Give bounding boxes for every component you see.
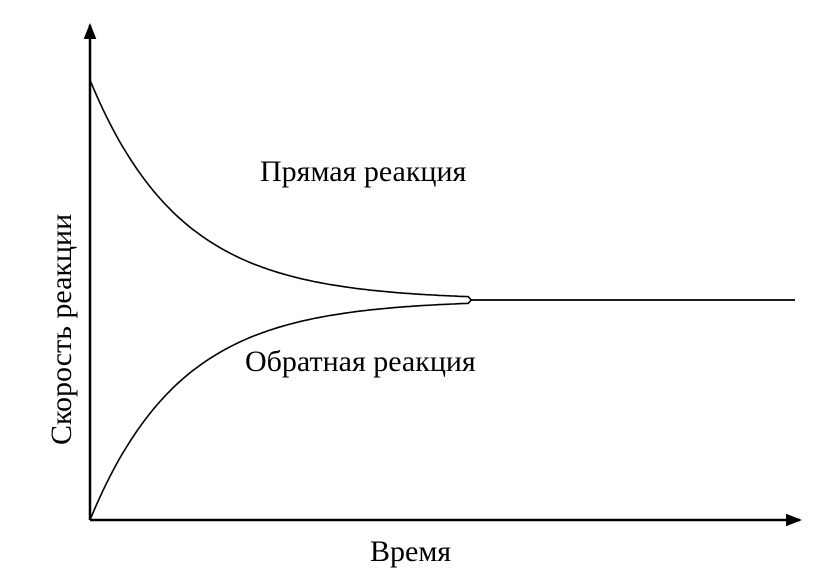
chart-svg <box>0 0 818 586</box>
y-axis-label: Скорость реакции <box>45 214 79 445</box>
reaction-rate-chart: Скорость реакции Время Прямая реакция Об… <box>0 0 818 586</box>
forward-reaction-curve <box>90 80 795 300</box>
reverse-reaction-curve <box>90 300 795 520</box>
reverse-reaction-label: Обратная реакция <box>245 345 476 379</box>
x-axis-label: Время <box>370 535 451 569</box>
forward-reaction-label: Прямая реакция <box>260 155 466 189</box>
